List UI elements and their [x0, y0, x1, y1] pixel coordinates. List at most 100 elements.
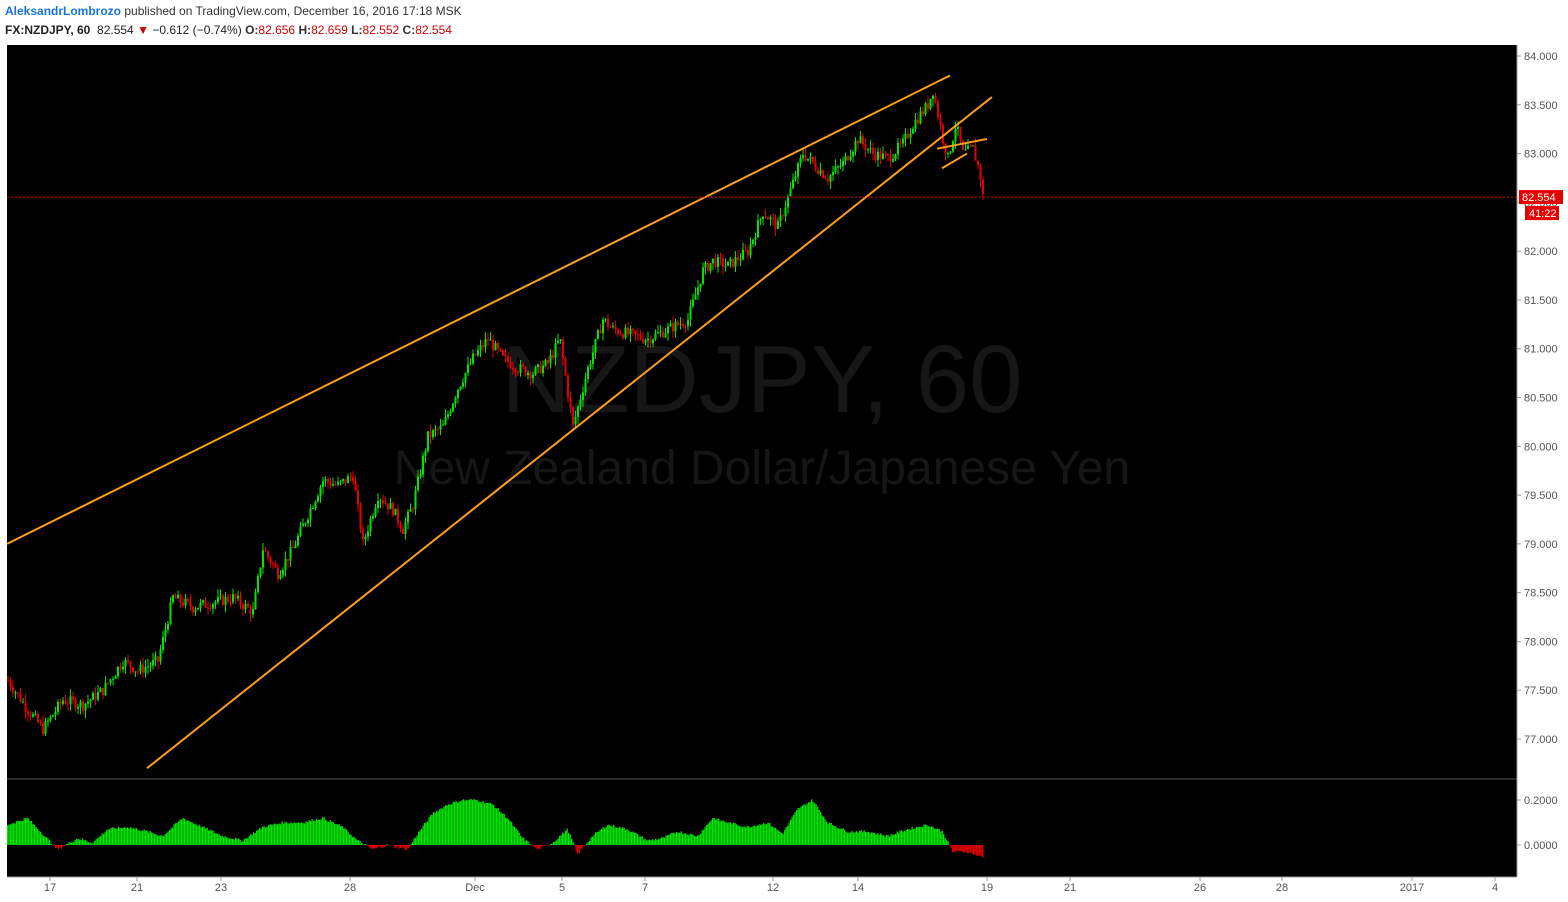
- trendline-upper-wedge[interactable]: [6, 74, 951, 545]
- price-axis[interactable]: 84.00083.50083.00082.50082.00081.50081.0…: [1517, 51, 1558, 746]
- candle-body: [347, 476, 349, 483]
- candle-body: [742, 249, 744, 260]
- oscillator-bar: [701, 830, 703, 845]
- candle-body: [189, 600, 192, 608]
- oscillator-bar: [980, 845, 982, 857]
- oscillator-bar: [745, 827, 747, 845]
- oscillator-bar: [347, 832, 349, 845]
- candle-body: [252, 609, 254, 615]
- oscillator-bar: [277, 823, 279, 845]
- oscillator-bar: [220, 835, 222, 845]
- candle-body: [152, 660, 154, 666]
- oscillator-bar: [70, 842, 72, 845]
- oscillator-bar: [602, 827, 604, 845]
- oscillator-bar: [841, 828, 843, 845]
- candle-body: [699, 283, 702, 288]
- oscillator-bar: [185, 820, 187, 845]
- oscillator-bar: [739, 825, 741, 845]
- oscillator-bar: [554, 841, 556, 845]
- candle-body: [157, 656, 159, 662]
- oscillator-bar: [760, 824, 762, 845]
- oscillator-bar: [17, 820, 19, 845]
- oscillator-bar: [299, 823, 301, 845]
- candle-body: [79, 701, 82, 707]
- oscillator-bar: [80, 839, 82, 845]
- oscillator-bar: [688, 835, 690, 845]
- oscillator-axis[interactable]: 0.2000 0.0000: [1517, 795, 1558, 852]
- oscillator-bar: [412, 841, 414, 845]
- oscillator-bar: [565, 830, 567, 845]
- trendlines[interactable]: [6, 74, 993, 770]
- oscillator-bar: [967, 845, 969, 854]
- candle-body: [262, 550, 264, 568]
- candle-body: [472, 353, 474, 364]
- candle-body: [769, 217, 772, 220]
- symbol-label[interactable]: FX:NZDJPY, 60: [5, 23, 91, 37]
- oscillator-bar: [932, 826, 934, 845]
- watermark-symbol: NZDJPY, 60: [501, 326, 1022, 433]
- oscillator-bar: [778, 830, 780, 845]
- candle-body: [482, 345, 484, 348]
- oscillator-bar: [727, 823, 729, 845]
- oscillator-bar: [706, 824, 708, 845]
- oscillator-bar: [25, 818, 27, 845]
- osc-tick-label: 0.0000: [1524, 840, 1558, 852]
- candle-body: [532, 374, 534, 379]
- oscillator-bar: [76, 838, 78, 845]
- candle-body: [762, 216, 764, 220]
- oscillator-bar: [365, 844, 367, 845]
- candle-body: [512, 368, 514, 370]
- author-link[interactable]: AleksandrLombrozo: [5, 4, 122, 18]
- oscillator-bar: [50, 843, 52, 845]
- oscillator-bar: [463, 799, 465, 845]
- candle-body: [199, 602, 202, 609]
- candle-body: [912, 128, 914, 134]
- last-value: 82.554: [97, 23, 134, 37]
- candle-body: [967, 145, 969, 150]
- oscillator-bar: [305, 821, 307, 845]
- oscillator-bar: [40, 831, 42, 845]
- oscillator-bar: [620, 828, 622, 845]
- trendline-flag-top[interactable]: [936, 137, 988, 150]
- oscillator-bar: [127, 827, 129, 845]
- candle-body: [519, 364, 522, 373]
- oscillator-bar: [422, 825, 424, 845]
- oscillator-bar: [356, 839, 358, 845]
- oscillator-bar: [806, 803, 808, 845]
- candle-body: [17, 692, 19, 694]
- oscillator-bar: [278, 823, 280, 845]
- candle-body: [554, 343, 557, 358]
- oscillator-bar: [274, 823, 276, 845]
- oscillator-bar: [683, 833, 685, 845]
- candle-body: [669, 323, 672, 327]
- candle-body: [537, 364, 539, 368]
- oscillator-bar: [722, 820, 724, 845]
- candle-body: [429, 431, 432, 438]
- oscillator-bar: [469, 799, 471, 845]
- candle-body: [724, 265, 727, 268]
- oscillator-bar: [161, 835, 163, 845]
- oscillator-bar: [755, 826, 757, 845]
- oscillator-bar: [902, 831, 904, 845]
- candle-body: [639, 334, 642, 339]
- oscillator-bar: [481, 802, 483, 845]
- oscillator-bar: [200, 827, 202, 845]
- candle-body: [977, 160, 979, 166]
- oscillator-bar: [397, 845, 399, 847]
- time-axis[interactable]: 17 21 23 28 Dec 5 7 12 14 19 21 26 28 2017 4: [44, 877, 1498, 894]
- oscillator-bar: [386, 844, 388, 845]
- trendline-flag-bottom[interactable]: [941, 152, 968, 170]
- oscillator-bar: [623, 828, 625, 845]
- oscillator-bar: [700, 833, 702, 845]
- trendline-lower-wedge[interactable]: [146, 96, 993, 770]
- candle-body: [447, 414, 449, 417]
- oscillator-bar: [10, 824, 12, 845]
- candle-body: [352, 477, 354, 482]
- price-tick-label: 80.500: [1524, 393, 1558, 405]
- candle-body: [169, 602, 172, 624]
- candle-body: [89, 699, 92, 702]
- oscillator-bar: [116, 829, 118, 845]
- candle-body: [667, 326, 669, 334]
- oscillator-bar: [893, 834, 895, 845]
- oscillator-bar: [788, 822, 790, 845]
